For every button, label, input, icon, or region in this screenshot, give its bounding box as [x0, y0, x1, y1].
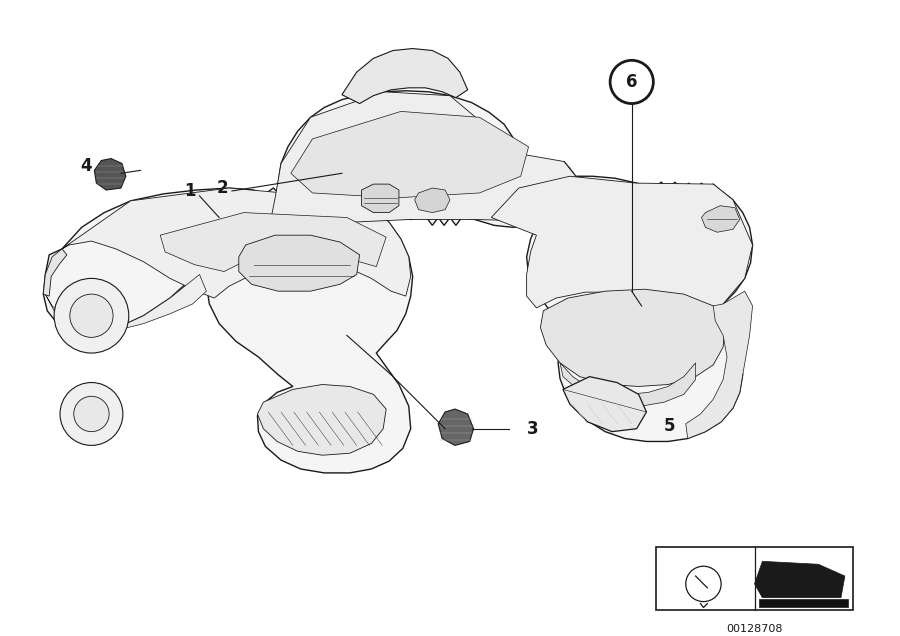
Polygon shape: [342, 48, 468, 104]
Polygon shape: [271, 92, 576, 239]
Polygon shape: [43, 249, 67, 296]
Circle shape: [74, 396, 109, 432]
Polygon shape: [686, 291, 752, 439]
Polygon shape: [238, 235, 360, 291]
Polygon shape: [160, 212, 386, 272]
Polygon shape: [701, 205, 740, 232]
Text: 5: 5: [664, 417, 676, 435]
Polygon shape: [560, 363, 696, 406]
Polygon shape: [438, 409, 473, 445]
Polygon shape: [362, 184, 399, 212]
Polygon shape: [271, 91, 578, 239]
Text: 1: 1: [184, 182, 195, 200]
Polygon shape: [491, 176, 752, 441]
Circle shape: [70, 294, 113, 337]
Polygon shape: [491, 176, 752, 314]
Circle shape: [686, 566, 721, 602]
Polygon shape: [291, 111, 528, 198]
Polygon shape: [415, 188, 450, 212]
Text: 6: 6: [626, 73, 637, 91]
Polygon shape: [257, 385, 386, 455]
Bar: [656, 546, 853, 611]
Polygon shape: [754, 562, 845, 598]
Text: 4: 4: [81, 158, 93, 176]
Polygon shape: [563, 377, 646, 432]
Text: 6: 6: [664, 556, 673, 569]
Text: 3: 3: [526, 420, 538, 438]
Circle shape: [60, 382, 123, 445]
Circle shape: [610, 60, 653, 104]
Polygon shape: [94, 158, 126, 190]
Polygon shape: [62, 188, 410, 298]
Text: 2: 2: [216, 179, 228, 197]
Polygon shape: [540, 289, 725, 387]
Polygon shape: [43, 188, 413, 473]
Bar: [760, 598, 848, 607]
Circle shape: [54, 279, 129, 353]
Polygon shape: [45, 275, 206, 333]
Text: 00128708: 00128708: [726, 624, 783, 634]
